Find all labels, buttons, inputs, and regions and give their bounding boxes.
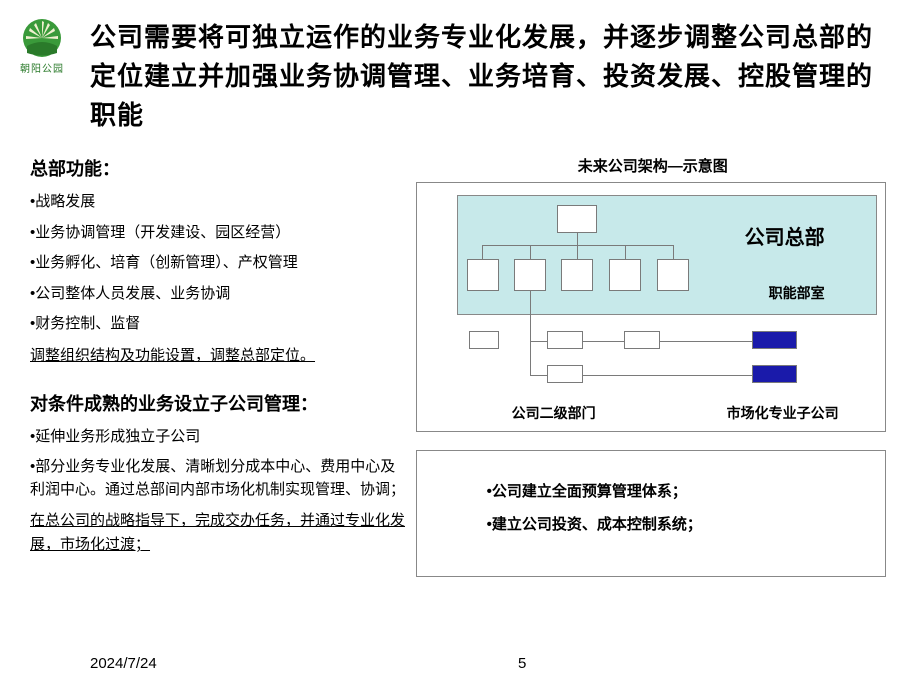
bullet-item: •延伸业务形成独立子公司 (30, 426, 406, 449)
bullet-item: •战略发展 (30, 191, 406, 214)
bottom-box: •公司建立全面预算管理体系； •建立公司投资、成本控制系统； (416, 450, 886, 577)
bullet-item: •公司整体人员发展、业务协调 (30, 283, 406, 306)
org-node-market (752, 331, 797, 349)
section1-header: 总部功能： (30, 155, 406, 181)
content-area: 总部功能： •战略发展 •业务协调管理（开发建设、园区经营） •业务孵化、培育（… (30, 155, 890, 577)
bullet-item: •业务协调管理（开发建设、园区经营） (30, 222, 406, 245)
right-column: 未来公司架构—示意图 公司总部 职能部室 (416, 155, 890, 577)
bullet-item: •财务控制、监督 (30, 313, 406, 336)
dept-label: 职能部室 (769, 283, 825, 303)
section2-underline: 在总公司的战略指导下，完成交办任务，并通过专业化发展，市场化过渡； (30, 509, 406, 557)
org-chart: 公司总部 职能部室 (416, 182, 886, 432)
org-node (547, 365, 583, 383)
org-node (609, 259, 641, 291)
hq-label: 公司总部 (745, 221, 825, 250)
footer-page: 5 (518, 655, 526, 672)
footer-date: 2024/7/24 (90, 655, 157, 672)
label-subdept: 公司二级部门 (512, 403, 596, 423)
bullet-item: •业务孵化、培育（创新管理）、产权管理 (30, 252, 406, 275)
section2-header: 对条件成熟的业务设立子公司管理： (30, 390, 406, 416)
logo-text: 朝阳公园 (18, 60, 66, 75)
logo: 朝阳公园 (18, 18, 66, 75)
bullet-item: •建立公司投资、成本控制系统； (487, 514, 865, 537)
slide-title: 公司需要将可独立运作的业务专业化发展，并逐步调整公司总部的定位建立并加强业务协调… (90, 18, 890, 135)
org-node (657, 259, 689, 291)
org-node-market (752, 365, 797, 383)
slide: 朝阳公园 公司需要将可独立运作的业务专业化发展，并逐步调整公司总部的定位建立并加… (0, 0, 920, 690)
org-node (514, 259, 546, 291)
org-node (547, 331, 583, 349)
org-node (467, 259, 499, 291)
left-column: 总部功能： •战略发展 •业务协调管理（开发建设、园区经营） •业务孵化、培育（… (30, 155, 406, 577)
section1-underline: 调整组织结构及功能设置，调整总部定位。 (30, 344, 406, 368)
label-market: 市场化专业子公司 (727, 403, 839, 423)
org-node-small (469, 331, 499, 349)
bullet-item: •部分业务专业化发展、清晰划分成本中心、费用中心及利润中心。通过总部间内部市场化… (30, 456, 406, 501)
org-node (561, 259, 593, 291)
org-node-top (557, 205, 597, 233)
diagram-title: 未来公司架构—示意图 (416, 155, 890, 176)
bullet-item: •公司建立全面预算管理体系； (487, 481, 865, 504)
logo-icon (22, 18, 62, 58)
org-node (624, 331, 660, 349)
